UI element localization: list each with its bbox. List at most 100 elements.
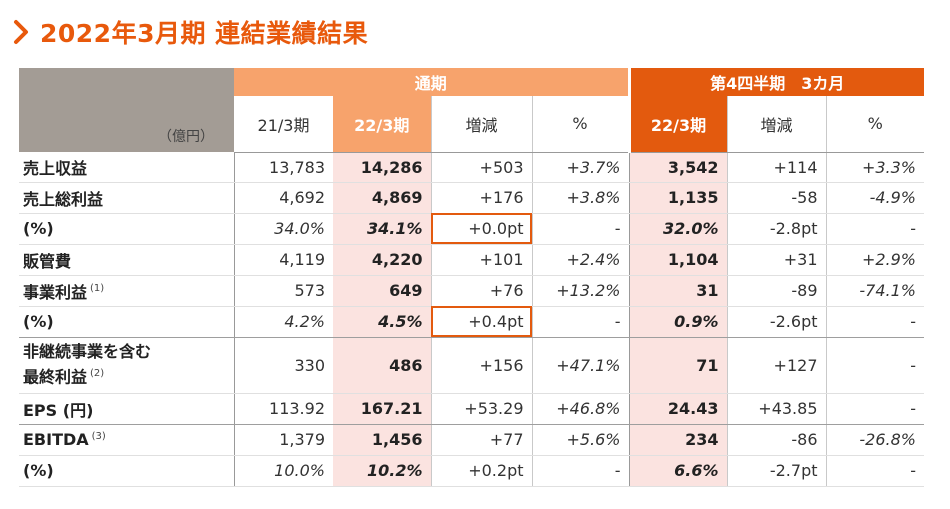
row-label: EPS (円) — [19, 393, 235, 425]
cell-change: +77 — [430, 424, 532, 456]
cell-q4: 24.43 — [629, 393, 727, 425]
col-header-fy21: 21/3期 — [234, 96, 333, 153]
cell-fy22: 486 — [333, 337, 431, 394]
cell-pct: - — [531, 306, 630, 338]
cell-fy21: 330 — [234, 337, 333, 394]
cell-pct: - — [531, 213, 630, 245]
cell-fy22: 4,220 — [333, 244, 431, 276]
row-label: 販管費 — [19, 244, 235, 276]
row-label: 事業利益 — [23, 282, 88, 302]
cell-q4-change: +31 — [726, 244, 826, 276]
cell-q4-pct: -74.1% — [825, 275, 924, 307]
cell-q4: 31 — [629, 275, 727, 307]
cell-q4-change: -2.6pt — [726, 306, 826, 338]
cell-q4-pct: - — [825, 213, 924, 245]
cell-pct: +5.6% — [531, 424, 630, 456]
cell-q4: 234 — [629, 424, 727, 456]
group-header-full-year: 通期 — [234, 68, 631, 96]
row-label: (%) — [19, 306, 235, 338]
cell-fy22: 649 — [333, 275, 431, 307]
cell-fy21: 573 — [234, 275, 333, 307]
cell-q4-change: +114 — [726, 152, 826, 183]
title-text: 2022年3月期 連結業績結果 — [40, 19, 369, 48]
cell-q4: 1,135 — [629, 182, 727, 214]
cell-pct: - — [531, 455, 630, 487]
cell-q4-pct: - — [825, 337, 924, 394]
row-label: 売上総利益 — [19, 182, 235, 214]
cell-change-highlighted: +0.0pt — [430, 213, 532, 245]
cell-fy21: 1,379 — [234, 424, 333, 456]
cell-fy21: 34.0% — [234, 213, 333, 245]
cell-fy22: 14,286 — [333, 152, 431, 183]
row-label: (%) — [19, 455, 235, 487]
cell-q4-pct: - — [825, 393, 924, 425]
table-row: (%) 10.0% 10.2% +0.2pt - 6.6% -2.7pt - — [19, 455, 924, 487]
cell-fy22: 34.1% — [333, 213, 431, 245]
cell-q4: 71 — [629, 337, 727, 394]
table-row: 売上収益 13,783 14,286 +503 +3.7% 3,542 +114… — [19, 152, 924, 183]
col-header-q4-change: 増減 — [726, 96, 826, 153]
cell-fy22: 1,456 — [333, 424, 431, 456]
cell-change: +156 — [430, 337, 532, 394]
cell-q4-change: -89 — [726, 275, 826, 307]
cell-q4-change: +127 — [726, 337, 826, 394]
cell-pct: +47.1% — [531, 337, 630, 394]
row-label-cell: EBITDA (3) — [19, 424, 235, 456]
col-header-pct: % — [531, 96, 631, 153]
table-row: (%) 34.0% 34.1% +0.0pt - 32.0% -2.8pt - — [19, 213, 924, 245]
table-row: (%) 4.2% 4.5% +0.4pt - 0.9% -2.6pt - — [19, 306, 924, 338]
row-label-cell: 非継続事業を含む 最終利益 (2) — [19, 337, 235, 394]
cell-q4-pct: -26.8% — [825, 424, 924, 456]
cell-change-highlighted: +0.4pt — [430, 306, 532, 338]
footnote-ref: (3) — [91, 430, 106, 442]
cell-change: +503 — [430, 152, 532, 183]
cell-q4-pct: +3.3% — [825, 152, 924, 183]
cell-q4: 32.0% — [629, 213, 727, 245]
table-row: 販管費 4,119 4,220 +101 +2.4% 1,104 +31 +2.… — [19, 244, 924, 276]
cell-q4-pct: - — [825, 455, 924, 487]
cell-q4: 0.9% — [629, 306, 727, 338]
cell-fy21: 4,119 — [234, 244, 333, 276]
table-row: 売上総利益 4,692 4,869 +176 +3.8% 1,135 -58 -… — [19, 182, 924, 214]
cell-fy22: 10.2% — [333, 455, 431, 487]
col-header-change: 増減 — [430, 96, 532, 153]
cell-fy21: 4.2% — [234, 306, 333, 338]
table-row: 非継続事業を含む 最終利益 (2) 330 486 +156 +47.1% 71 … — [19, 337, 924, 394]
cell-fy21: 13,783 — [234, 152, 333, 183]
cell-change: +76 — [430, 275, 532, 307]
cell-fy22: 4.5% — [333, 306, 431, 338]
row-label-line1: 非継続事業を含む — [23, 342, 152, 362]
row-label-line2: 最終利益 — [23, 367, 88, 387]
cell-change: +176 — [430, 182, 532, 214]
cell-fy21: 10.0% — [234, 455, 333, 487]
col-header-fy22: 22/3期 — [333, 96, 431, 153]
table-row: EPS (円) 113.92 167.21 +53.29 +46.8% 24.4… — [19, 393, 924, 425]
cell-fy22: 167.21 — [333, 393, 431, 425]
cell-change: +0.2pt — [430, 455, 532, 487]
cell-q4-change: -2.8pt — [726, 213, 826, 245]
table-row: 事業利益 (1) 573 649 +76 +13.2% 31 -89 -74.1% — [19, 275, 924, 307]
cell-pct: +3.8% — [531, 182, 630, 214]
cell-pct: +46.8% — [531, 393, 630, 425]
row-label: EBITDA — [23, 430, 89, 449]
footnote-ref: (2) — [90, 368, 105, 380]
chevron-right-icon — [14, 20, 28, 44]
cell-pct: +2.4% — [531, 244, 630, 276]
table-row: EBITDA (3) 1,379 1,456 +77 +5.6% 234 -86 … — [19, 424, 924, 456]
cell-q4-pct: - — [825, 306, 924, 338]
page-title: 2022年3月期 連結業績結果 — [10, 12, 368, 52]
cell-q4-change: -2.7pt — [726, 455, 826, 487]
cell-q4-change: -86 — [726, 424, 826, 456]
cell-q4-change: -58 — [726, 182, 826, 214]
cell-fy21: 4,692 — [234, 182, 333, 214]
row-label: (%) — [19, 213, 235, 245]
unit-header-cell: （億円） — [19, 68, 234, 152]
cell-q4: 3,542 — [629, 152, 727, 183]
results-table: （億円） 通期 第4四半期 3カ月 21/3期 22/3期 増減 % 22/3期… — [19, 68, 924, 487]
cell-fy22: 4,869 — [333, 182, 431, 214]
cell-q4-pct: +2.9% — [825, 244, 924, 276]
cell-q4-pct: -4.9% — [825, 182, 924, 214]
cell-change: +53.29 — [430, 393, 532, 425]
footnote-ref: (1) — [90, 283, 105, 295]
cell-change: +101 — [430, 244, 532, 276]
